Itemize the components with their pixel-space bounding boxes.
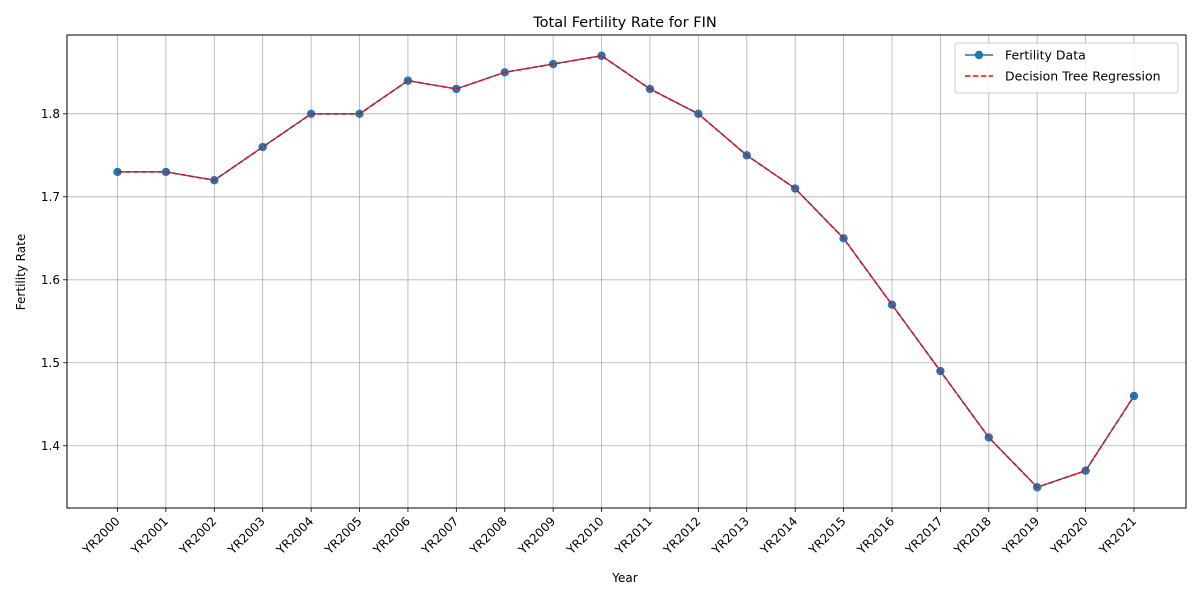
y-tick-label: 1.5 bbox=[41, 356, 60, 370]
y-axis-ticks: 1.4 1.5 1.6 1.7 1.8 bbox=[41, 107, 67, 453]
legend-label: Fertility Data bbox=[1005, 48, 1086, 63]
plot-frame bbox=[66, 34, 1187, 509]
series-layer bbox=[113, 51, 1139, 492]
legend-box bbox=[954, 42, 1179, 94]
series-line-decision-tree-regression bbox=[117, 54, 1135, 489]
y-tick-label: 1.6 bbox=[41, 273, 60, 287]
data-point bbox=[1081, 466, 1090, 475]
x-axis-label: Year bbox=[611, 571, 637, 585]
grid-layer bbox=[67, 35, 1186, 508]
data-point bbox=[258, 142, 267, 152]
legend: Fertility Data Decision Tree Regression bbox=[954, 42, 1179, 94]
legend-label: Decision Tree Regression bbox=[1005, 69, 1161, 84]
y-tick-label: 1.8 bbox=[41, 107, 60, 121]
y-tick-label: 1.7 bbox=[41, 190, 60, 204]
data-point bbox=[452, 84, 461, 94]
chart-title: Total Fertility Rate for FIN bbox=[532, 15, 716, 31]
y-tick-label: 1.4 bbox=[41, 439, 60, 453]
legend-marker bbox=[974, 50, 984, 60]
y-axis-label: Fertility Rate bbox=[14, 234, 28, 310]
